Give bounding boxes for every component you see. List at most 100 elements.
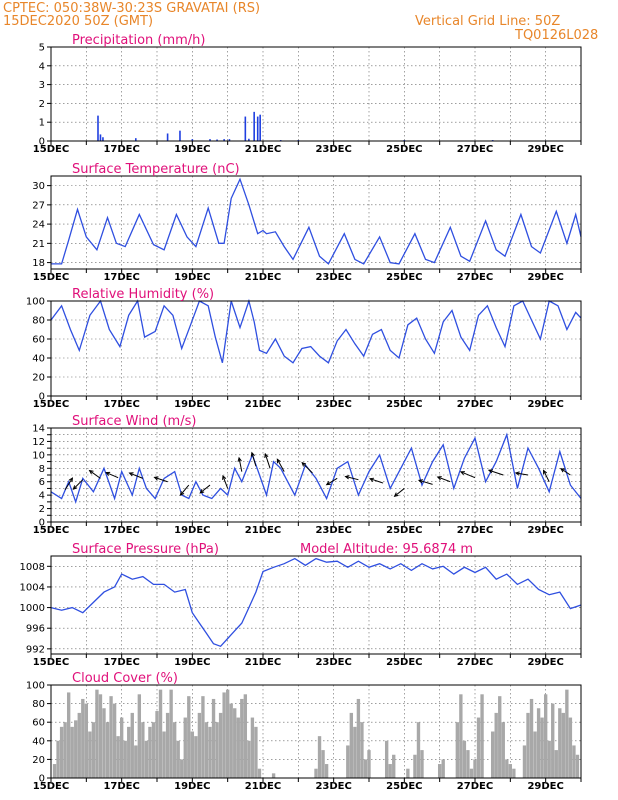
wind-arrow-head <box>417 479 424 484</box>
cloud-bar <box>572 745 576 778</box>
cloud-bar <box>413 754 417 778</box>
cloud-bar <box>180 759 184 778</box>
y-tick-label: 0 <box>39 518 45 529</box>
wind-arrow-head <box>68 477 74 483</box>
x-tick-label: 25DEC <box>386 657 422 668</box>
cloud-bar <box>254 726 258 778</box>
wind-arrow <box>222 474 229 489</box>
y-tick-label: 4 <box>39 491 45 502</box>
panel-title: Surface Temperature (nC) <box>72 162 240 177</box>
y-tick-label: 80 <box>32 699 45 710</box>
x-tick-label: 15DEC <box>33 399 69 410</box>
cloud-bar <box>123 740 127 778</box>
x-tick-label: 21DEC <box>245 144 281 155</box>
cloud-bar <box>505 759 509 778</box>
x-tick-label: 29DEC <box>527 399 563 410</box>
y-tick-label: 80 <box>32 316 45 327</box>
wind-arrow <box>487 469 504 476</box>
panel-temp: 18 21 24 27 30 15DEC 17DEC 19DEC 21DEC 23DEC 25DEC… <box>32 162 582 283</box>
wind-arrow <box>543 469 550 482</box>
x-tick-label: 17DEC <box>103 272 139 283</box>
y-tick-label: 12 <box>32 437 45 448</box>
x-tick-label: 23DEC <box>315 781 351 792</box>
cloud-bar <box>388 764 392 778</box>
wind-arrow <box>105 471 119 479</box>
x-tick-label: 23DEC <box>315 399 351 410</box>
x-tick-label: 19DEC <box>174 399 210 410</box>
cloud-bar <box>155 711 159 778</box>
panel-title: Surface Pressure (hPa) <box>72 542 219 557</box>
panel-wind: 0 2 4 6 8 10 12 14 15DEC 17DEC 19DEC 21DEC 23DEC 25DE… <box>32 414 582 536</box>
header-model-code: TQ0126L028 <box>514 28 598 43</box>
wind-arrow <box>368 477 384 484</box>
wind-arrow-shaft <box>560 468 571 476</box>
cloud-bar <box>229 703 233 778</box>
wind-arrow-shaft <box>460 471 476 479</box>
x-tick-label: 17DEC <box>103 525 139 536</box>
wind-arrow-shaft <box>222 475 229 489</box>
cloud-bar <box>494 712 498 778</box>
cloud-bar <box>236 717 240 778</box>
precip-bar <box>248 138 250 141</box>
wind-arrow-shaft <box>326 477 338 486</box>
panel-frame <box>50 175 582 270</box>
cloud-bar <box>416 722 421 778</box>
wind-line <box>50 432 582 505</box>
precip-bar <box>216 139 218 141</box>
cloud-bar <box>148 726 152 778</box>
cloud-bar <box>540 717 544 778</box>
y-tick-label: 8 <box>39 464 45 475</box>
cloud-bar <box>141 722 145 778</box>
wind-arrow <box>237 456 243 472</box>
precip-bar <box>99 134 102 141</box>
x-tick-label: 29DEC <box>527 525 563 536</box>
x-tick-label: 19DEC <box>174 144 210 155</box>
x-tick-label: 29DEC <box>527 272 563 283</box>
wind-arrow <box>250 451 257 467</box>
y-tick-label: 2 <box>39 504 45 515</box>
cloud-bar <box>119 717 124 778</box>
wind-arrow <box>72 479 84 490</box>
precip-bar <box>259 114 261 141</box>
cloud-bar <box>526 712 530 778</box>
y-tick-label: 1008 <box>20 562 45 573</box>
x-tick-label: 21DEC <box>245 272 281 283</box>
wind-arrow <box>64 477 74 491</box>
cloud-bar <box>565 689 569 778</box>
x-tick-label: 21DEC <box>245 399 281 410</box>
wind-arrow-shaft <box>89 470 101 479</box>
y-tick-label: 0 <box>39 774 45 785</box>
y-tick-label: 10 <box>32 450 45 461</box>
cloud-bar <box>74 720 78 778</box>
cloud-bar <box>324 764 329 778</box>
y-tick-label: 5 <box>39 43 45 54</box>
cloud-bar <box>522 745 527 778</box>
cloud-bar <box>551 703 555 778</box>
cloud-bar <box>225 689 230 778</box>
wind-arrow-head <box>72 485 78 490</box>
cloud-bar <box>536 708 541 778</box>
wind-arrow-shaft <box>238 457 243 472</box>
cloud-bar <box>52 764 57 778</box>
header-station: CPTEC: 050:38W-30:23S GRAVATAI (RS) <box>3 1 260 16</box>
cloud-bar <box>561 712 566 778</box>
wind-arrow-shaft <box>180 484 190 496</box>
cloud-bar <box>575 754 580 778</box>
cloud-bar <box>70 726 74 778</box>
x-tick-label: 29DEC <box>527 781 563 792</box>
wind-arrow-shaft <box>276 459 285 472</box>
panel-annotation: Model Altitude: 95.6874 m <box>300 542 473 557</box>
precip-bar <box>179 130 181 141</box>
precip-bar <box>256 116 259 141</box>
wind-arrow-head <box>301 461 307 467</box>
y-tick-label: 0 <box>39 392 45 403</box>
cloud-bar <box>112 703 117 778</box>
x-tick-label: 27DEC <box>457 399 493 410</box>
x-tick-label: 23DEC <box>315 525 351 536</box>
header-run-time: 15DEC2020 50Z (GMT) <box>3 14 153 29</box>
wind-arrow-head <box>368 477 375 482</box>
wind-arrow-head <box>153 476 159 481</box>
cloud-bar <box>201 696 205 778</box>
wind-arrow <box>344 475 359 481</box>
